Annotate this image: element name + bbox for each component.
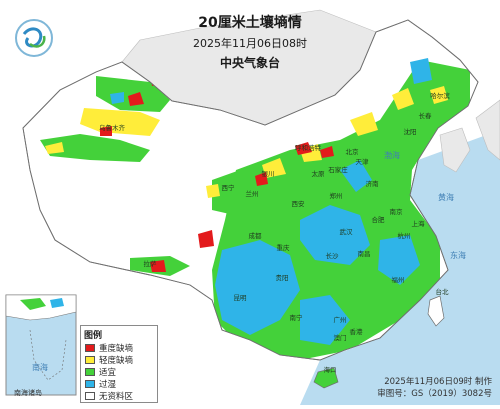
sea-label: 渤海 (384, 150, 400, 160)
city-label: 呼和浩特 (295, 143, 322, 152)
sea-label: 黄海 (438, 192, 454, 202)
city-label: 澳门 (334, 333, 347, 342)
city-label: 重庆 (277, 243, 291, 252)
legend-item-wet: 过湿 (85, 378, 157, 390)
city-label: 拉萨 (144, 259, 158, 268)
wet-zone-southwest (215, 240, 300, 335)
weather-logo (15, 19, 53, 57)
city-label: 香港 (350, 327, 364, 336)
city-label: 昆明 (234, 294, 248, 302)
wet-zone-south (300, 295, 350, 345)
city-label: 天津 (356, 158, 370, 166)
legend-swatch-suitable (85, 368, 95, 376)
heavy-deficit-qinghai (198, 230, 214, 248)
legend-label-suitable: 适宜 (99, 368, 117, 378)
legend-swatch-severe (85, 344, 95, 352)
suitable-zone-gansu (212, 170, 246, 215)
map-review-number: 审图号：GS（2019）3082号 (377, 389, 492, 399)
light-deficit-west (45, 142, 64, 154)
city-label: 西安 (292, 199, 306, 208)
city-label: 太原 (312, 169, 326, 178)
korea-japan-land (439, 99, 500, 173)
map-datetime: 2025年11月06日08时 (193, 37, 307, 50)
city-label: 南宁 (290, 313, 304, 322)
city-label: 长沙 (326, 251, 340, 260)
city-label: 上海 (412, 219, 426, 228)
legend-box: 图例 重度缺墒 轻度缺墒 适宜 过湿 无资料区 (80, 325, 158, 403)
map-title: 20厘米土壤墒情 (198, 15, 302, 31)
city-label: 石家庄 (328, 165, 348, 174)
city-label: 乌鲁木齐 (99, 123, 126, 132)
agency-name: 中央气象台 (219, 56, 280, 70)
city-label: 海口 (324, 365, 337, 374)
inset-caption: 南海诸岛 (14, 389, 42, 397)
sea-label: 南海 (32, 362, 48, 372)
city-label: 济南 (366, 179, 380, 188)
city-label: 西宁 (222, 183, 236, 192)
city-label: 银川 (262, 169, 275, 178)
made-time: 2025年11月06日09时 制作 (384, 377, 492, 387)
city-label: 广州 (334, 315, 347, 324)
city-label: 北京 (346, 147, 360, 156)
legend-title: 图例 (84, 331, 103, 341)
wet-zone-east (378, 235, 420, 285)
city-label: 福州 (392, 275, 405, 284)
legend-swatch-wet (85, 380, 95, 388)
legend-swatch-light (85, 356, 95, 364)
legend-item-light: 轻度缺墒 (85, 354, 157, 366)
moisture-fields (40, 58, 470, 360)
legend-label-light: 轻度缺墒 (99, 356, 134, 366)
city-label: 合肥 (372, 215, 386, 224)
city-label: 兰州 (246, 189, 259, 198)
light-deficit-north (262, 112, 378, 178)
city-label: 杭州 (398, 231, 411, 240)
city-label: 贵阳 (276, 273, 289, 282)
wet-zone-north (340, 160, 372, 192)
legend-item-nodata: 无资料区 (85, 390, 157, 402)
city-label: 南京 (390, 207, 404, 216)
heavy-deficit-northwest (100, 72, 162, 136)
wet-zone-central (300, 205, 370, 265)
sea-label: 东海 (450, 250, 466, 260)
hainan-island (313, 367, 339, 389)
city-label: 成都 (249, 231, 263, 240)
city-label: 郑州 (330, 192, 343, 200)
city-label: 沈阳 (404, 127, 417, 136)
wet-zone-northwest (110, 92, 124, 104)
city-label: 哈尔滨 (430, 91, 450, 100)
sea-area (300, 130, 500, 405)
legend-label-nodata: 无资料区 (99, 392, 134, 402)
legend-label-severe: 重度缺墒 (99, 344, 134, 354)
wet-zone-northeast (410, 58, 432, 84)
inset-map (5, 294, 77, 396)
legend-item-suitable: 适宜 (85, 366, 157, 378)
heavy-deficit-tibet (150, 260, 166, 272)
light-deficit-northeast (392, 86, 448, 110)
city-label: 台北 (436, 287, 450, 296)
legend-swatch-nodata (85, 392, 95, 400)
taiwan-island (427, 295, 445, 327)
light-deficit-qinghai (206, 184, 220, 198)
china-border (22, 19, 479, 361)
suitable-zone-tianshan (40, 134, 150, 162)
city-label: 南昌 (358, 249, 371, 258)
legend-label-wet: 过湿 (99, 380, 117, 390)
city-label: 长春 (419, 111, 433, 120)
credit-block: 2025年11月06日09时 制作 审图号：GS（2019）3082号 (377, 376, 492, 400)
heavy-deficit-north (255, 142, 334, 186)
legend-item-severe: 重度缺墒 (85, 342, 157, 354)
city-label: 武汉 (340, 227, 354, 236)
